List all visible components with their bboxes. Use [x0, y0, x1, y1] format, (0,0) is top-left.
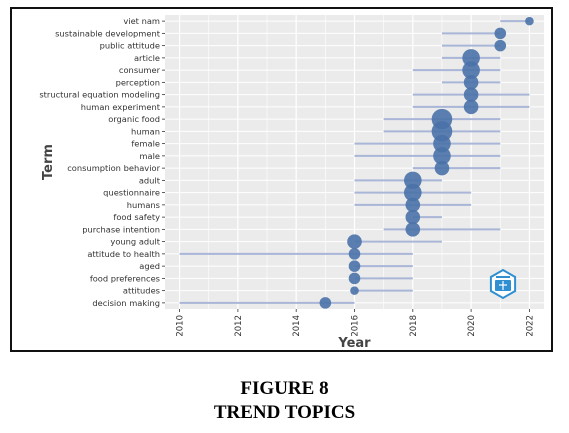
y-tick-label: human	[131, 126, 160, 136]
y-tick-label: food safety	[113, 212, 160, 222]
median-point	[494, 27, 507, 40]
median-point	[348, 248, 361, 260]
chart-frame: viet nam sustainable development public at…	[10, 7, 553, 352]
figure-number: FIGURE 8	[240, 378, 329, 399]
median-point	[463, 87, 479, 102]
x-tick-label: 2012	[234, 315, 244, 337]
y-tick-label: aged	[139, 261, 160, 271]
y-tick-label: viet nam	[123, 16, 160, 26]
y-tick-labels: viet nam sustainable development public at…	[39, 16, 165, 308]
y-tick-label: consumption behavior	[67, 163, 160, 173]
y-tick-label: organic food	[108, 114, 160, 124]
y-tick-label: attitudes	[123, 286, 160, 296]
median-point	[494, 39, 507, 52]
y-tick-label: food preferences	[90, 273, 160, 283]
y-tick-label: sustainable development	[55, 28, 161, 38]
median-point	[462, 49, 480, 67]
y-tick-label: male	[139, 151, 160, 161]
y-tick-label: structural equation modeling	[39, 90, 160, 100]
trend-topics-chart: viet nam sustainable development public at…	[39, 15, 544, 350]
x-tick-label: 2016	[351, 315, 361, 337]
median-point	[434, 160, 450, 176]
y-tick-label: public attitude	[100, 41, 160, 51]
x-tick-label: 2020	[467, 315, 477, 337]
y-tick-label: decision making	[92, 298, 160, 308]
y-tick-label: adult	[139, 175, 161, 185]
y-tick-label: article	[134, 53, 160, 63]
median-points	[319, 16, 534, 309]
x-tick-label: 2010	[176, 315, 186, 337]
x-axis-title: Year	[337, 336, 371, 350]
figure-title: TREND TOPICS	[213, 402, 356, 423]
y-tick-label: young adult	[110, 237, 160, 247]
median-point	[463, 75, 479, 90]
y-tick-label: consumer	[119, 65, 161, 75]
x-tick-labels: 2010 2012 2014 2016 2018 2020 2022	[176, 309, 535, 337]
median-point	[404, 183, 422, 202]
median-point	[433, 134, 451, 153]
y-axis-title: Term	[41, 144, 56, 180]
median-point	[404, 171, 422, 190]
median-point	[348, 272, 361, 285]
median-point	[463, 99, 479, 115]
y-tick-label: human experiment	[81, 102, 161, 112]
median-point	[319, 297, 332, 309]
median-point	[462, 61, 480, 79]
x-tick-label: 2014	[292, 315, 302, 337]
y-tick-label: female	[131, 139, 160, 149]
y-tick-label: attitude to health	[87, 249, 160, 259]
median-point	[350, 286, 359, 295]
y-tick-label: purchase intention	[82, 224, 160, 234]
median-point	[405, 209, 421, 225]
y-tick-label: humans	[127, 200, 160, 210]
median-point	[348, 260, 361, 272]
y-tick-label: questionnaire	[103, 188, 160, 198]
median-point	[347, 234, 362, 249]
median-point	[433, 147, 451, 165]
watermark-logo-icon	[489, 268, 517, 300]
median-point	[525, 16, 534, 26]
median-point	[405, 197, 421, 213]
x-tick-label: 2022	[525, 315, 535, 337]
x-tick-label: 2018	[409, 315, 419, 337]
median-point	[405, 222, 421, 237]
y-tick-label: perception	[116, 77, 160, 87]
